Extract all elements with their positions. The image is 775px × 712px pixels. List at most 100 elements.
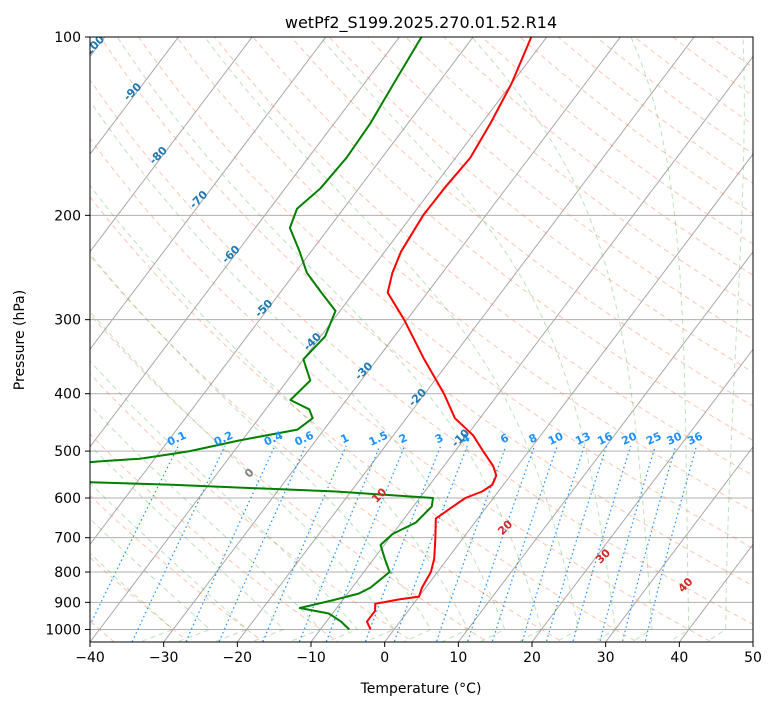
x-tick-label: 40 bbox=[670, 650, 688, 666]
x-axis-label: Temperature (°C) bbox=[360, 681, 482, 697]
mixing-ratio-line bbox=[181, 446, 275, 654]
mixing-ratio-label: 16 bbox=[595, 429, 615, 447]
mixing-ratio-label: 0.1 bbox=[165, 429, 188, 449]
mixing-ratio-label: 8 bbox=[527, 431, 539, 446]
mixing-ratio-label: 2 bbox=[397, 431, 409, 446]
mixing-ratio-line bbox=[214, 446, 306, 654]
y-tick-label: 500 bbox=[54, 444, 81, 460]
mixing-ratio-label: 1.5 bbox=[367, 429, 390, 449]
moist-adiabat-label: 10 bbox=[369, 485, 389, 505]
dry-adiabat-line bbox=[0, 11, 507, 654]
dry-adiabat-line bbox=[454, 11, 775, 654]
moist-adiabat-label: 40 bbox=[676, 575, 696, 595]
isotherm-line bbox=[0, 10, 199, 654]
mixing-ratio-line bbox=[642, 446, 696, 654]
dry-adiabat-line bbox=[0, 11, 583, 654]
dry-adiabat-line bbox=[10, 11, 734, 654]
mixing-ratio-label: 3 bbox=[433, 431, 445, 446]
x-tick-label: 20 bbox=[523, 650, 541, 666]
mixing-ratio-label: 30 bbox=[665, 429, 685, 447]
y-tick-label: 300 bbox=[54, 313, 81, 329]
moist-adiabat-line bbox=[0, 24, 468, 654]
moist-adiabat-line bbox=[0, 24, 431, 654]
dry-adiabat-line bbox=[0, 11, 204, 654]
dry-adiabat-line bbox=[0, 11, 431, 654]
dry-adiabat-line bbox=[677, 11, 775, 654]
chart-title: wetPf2_S199.2025.270.01.52.R14 bbox=[285, 13, 557, 33]
isotherm-label: -90 bbox=[121, 80, 144, 103]
y-tick-label: 900 bbox=[54, 595, 81, 611]
moist-adiabat-line bbox=[0, 24, 210, 654]
dry-adiabat-line bbox=[0, 11, 356, 654]
x-tick-label: −30 bbox=[149, 650, 179, 666]
y-tick-label: 1000 bbox=[45, 622, 81, 638]
moist-adiabat-label: 20 bbox=[495, 517, 515, 537]
mixing-ratio-line bbox=[543, 446, 607, 654]
mixing-ratio-label: 10 bbox=[546, 429, 566, 447]
mixing-ratio-label: 25 bbox=[644, 430, 663, 448]
dry-adiabat-line bbox=[343, 11, 775, 654]
mixing-ratio-label: 0.6 bbox=[293, 429, 316, 449]
moist-adiabat-line bbox=[688, 24, 744, 654]
y-tick-label: 700 bbox=[54, 531, 81, 547]
isotherm-line bbox=[744, 10, 775, 654]
dry-adiabat-line bbox=[603, 11, 775, 654]
dry-adiabat-line bbox=[528, 11, 775, 654]
y-tick-label: 100 bbox=[54, 30, 81, 46]
mixing-ratio-line bbox=[361, 446, 441, 654]
mixing-ratio-line bbox=[322, 446, 405, 654]
mixing-ratio-label: 1 bbox=[339, 431, 351, 446]
isotherm-line bbox=[0, 10, 273, 654]
isotherm-line bbox=[155, 10, 641, 654]
y-axis-label: Pressure (hPa) bbox=[12, 290, 28, 390]
dry-adiabat-line bbox=[0, 11, 658, 654]
isotherm-label: -30 bbox=[352, 359, 375, 382]
mixing-ratio-line bbox=[464, 446, 535, 654]
x-tick-label: −40 bbox=[75, 650, 105, 666]
isotherm-line bbox=[0, 10, 420, 654]
isotherm-label: -80 bbox=[147, 144, 170, 167]
x-tick-label: 10 bbox=[449, 650, 467, 666]
isotherm-label: -50 bbox=[252, 297, 275, 320]
dry-adiabat-line bbox=[306, 11, 775, 654]
mixing-ratio-label: 6 bbox=[498, 431, 511, 446]
moist-adiabat-line bbox=[0, 24, 394, 654]
isotherm-label: -60 bbox=[219, 242, 242, 265]
y-tick-label: 400 bbox=[54, 387, 81, 403]
mixing-ratio-label: 13 bbox=[573, 430, 592, 448]
isotherm-label: -40 bbox=[301, 330, 324, 353]
temperature-profile-line bbox=[367, 37, 531, 629]
isotherm-line bbox=[228, 10, 714, 654]
isotherm-label: -20 bbox=[406, 386, 429, 409]
isotherm-label: -10 bbox=[449, 426, 472, 449]
moist-adiabat-label: 0 bbox=[242, 466, 257, 481]
moist-adiabat-line bbox=[625, 24, 689, 654]
x-tick-label: −10 bbox=[296, 650, 326, 666]
mixing-ratio-line bbox=[258, 446, 346, 654]
dry-adiabat-line bbox=[0, 11, 280, 654]
dry-adiabat-line bbox=[640, 11, 775, 654]
isotherm-line bbox=[523, 10, 775, 654]
y-tick-label: 800 bbox=[54, 565, 81, 581]
moist-adiabat-line bbox=[460, 24, 652, 654]
isotherm-line bbox=[7, 10, 493, 654]
mixing-ratio-line bbox=[619, 446, 675, 654]
moist-adiabat-line bbox=[0, 24, 284, 654]
x-tick-label: 30 bbox=[597, 650, 615, 666]
background-lines bbox=[0, 10, 775, 654]
x-tick-label: 50 bbox=[744, 650, 762, 666]
moist-adiabat-line bbox=[0, 24, 357, 654]
isotherm-line bbox=[81, 10, 567, 654]
y-tick-label: 600 bbox=[54, 491, 81, 507]
isotherm-line bbox=[302, 10, 775, 654]
moist-adiabat-line bbox=[0, 24, 247, 654]
isotherm-line bbox=[0, 10, 346, 654]
x-tick-label: 0 bbox=[380, 650, 389, 666]
y-tick-label: 200 bbox=[54, 208, 81, 224]
x-tick-label: −20 bbox=[223, 650, 253, 666]
moist-adiabat-label: 30 bbox=[593, 546, 613, 566]
mixing-ratio-label: 0.2 bbox=[212, 429, 235, 449]
